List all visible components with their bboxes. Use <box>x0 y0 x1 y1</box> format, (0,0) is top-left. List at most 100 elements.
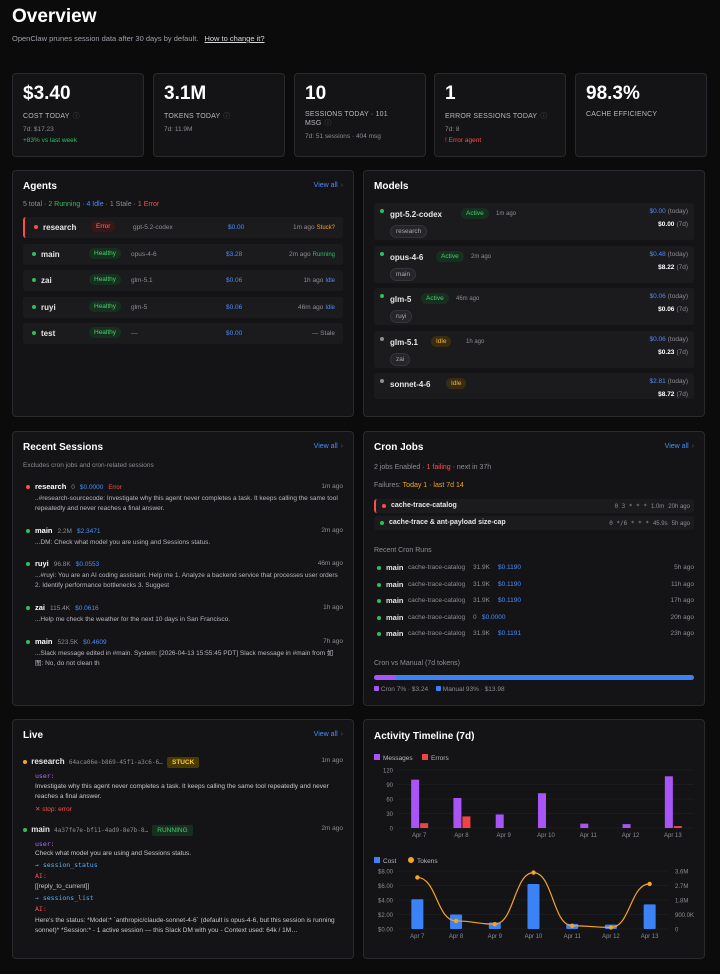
live-agent: main <box>31 825 50 834</box>
model-agent-tag[interactable]: ruyi <box>390 310 413 323</box>
cron-run-row[interactable]: main cache-trace-catalog 31.9K $0.1190 5h ag… <box>374 562 694 576</box>
stat-sessions-today: 10 SESSIONS TODAY · 101 MSG ⓘ 7d: 51 sess… <box>294 73 426 157</box>
info-icon[interactable]: ⓘ <box>223 113 231 120</box>
agent-activity: 1m ago Stuck? <box>293 224 335 231</box>
model-name: sonnet-4-6 <box>390 380 431 389</box>
cron-job-row[interactable]: cache-trace-catalog 0 3 * * * 1.0m 20h ago <box>374 499 694 513</box>
session-tokens: 0 <box>71 484 75 491</box>
status-dot <box>380 294 384 298</box>
status-dot <box>26 562 30 566</box>
session-row[interactable]: zai 115.4K $0.0616 1h ago ...Help me check t… <box>23 603 343 635</box>
info-icon[interactable]: ⓘ <box>540 113 548 120</box>
agent-row[interactable]: ruyi Healthy glm-5 $0.06 46m ago Idle <box>23 296 343 318</box>
bar-cost <box>527 884 540 929</box>
model-cost-today: $0.00 (today) <box>649 208 688 215</box>
cron-run-agent: main <box>386 612 404 622</box>
activity-panel: Activity Timeline (7d) Messages Errors 120… <box>363 719 705 959</box>
point-tokens <box>415 875 420 880</box>
status-dot <box>32 331 36 335</box>
session-row[interactable]: main 2.2M $2.3471 2m ago ...DM: Check what m… <box>23 526 343 558</box>
live-ai-label: AI: <box>35 872 47 880</box>
stat-week: 7d: 51 sessions · 404 msg <box>305 133 381 140</box>
cron-run-cost: $0.1190 <box>498 580 522 588</box>
model-cost-today: $0.06 (today) <box>649 293 688 300</box>
cron-duration: 45.9s <box>652 520 668 527</box>
model-row[interactable]: glm-5.1 Idle 1h ago zai $0.06 (today) $0.23 (7d… <box>374 330 694 368</box>
live-session-id: 64aca06e-b869-45f1-a3c6-6… <box>68 759 163 766</box>
model-row[interactable]: opus-4-6 Active 2m ago main $0.48 (today) $8.2… <box>374 245 694 283</box>
chevron-right-icon: › <box>340 182 343 189</box>
agent-status-badge: Healthy <box>89 247 122 259</box>
session-row[interactable]: ruyi 96.8K $0.0553 46m ago ...#ruyi: You are… <box>23 559 343 591</box>
cron-run-job: cache-trace-catalog <box>408 597 466 604</box>
model-cost-today: $0.06 (today) <box>649 335 688 343</box>
cron-view-all[interactable]: View all › <box>664 443 694 450</box>
live-item[interactable]: research 64aca06e-b869-45f1-a3c6-6… STUC… <box>23 757 343 768</box>
status-dot <box>377 615 381 620</box>
cron-run-row[interactable]: main cache-trace-catalog 31.9K $0.1190 11h a… <box>374 579 694 593</box>
cron-run-tokens: 31.9K <box>473 564 490 571</box>
point-tokens <box>608 925 614 930</box>
info-icon[interactable]: ⓘ <box>324 120 332 127</box>
agent-name: test <box>41 329 56 338</box>
session-cost: $0.0616 <box>75 605 99 612</box>
live-item[interactable]: main 4a37fe7e-bf11-4ad9-8e7b-8… RUNNING … <box>23 825 343 836</box>
agent-row[interactable]: zai Healthy glm-5.1 $0.06 1h ago Idle <box>23 270 343 291</box>
model-row[interactable]: gpt-5.2-codex Active 1m ago research $0.00 (t… <box>374 203 694 240</box>
session-agent: main <box>35 637 53 646</box>
stat-error-agent[interactable]: ! Error agent <box>445 137 482 144</box>
x-tick-label: Apr 13 <box>664 833 682 839</box>
cron-panel: Cron Jobs View all › 2 jobs Enabled · 1 f… <box>363 431 705 706</box>
session-time: 1h ago <box>323 604 343 611</box>
x-tick-label: Apr 10 <box>537 833 555 839</box>
session-tokens: 115.4K <box>50 605 71 612</box>
model-row[interactable]: sonnet-4-6 Idle $2.81 (today) $8.72 (7d) <box>374 373 694 399</box>
agent-row[interactable]: test Healthy — $0.00 — Stale <box>23 323 343 344</box>
x-tick-label: Apr 7 <box>412 833 427 839</box>
agent-time: 2m ago <box>288 250 311 258</box>
model-agent-tag[interactable]: main <box>390 267 417 281</box>
bar-errors <box>420 823 429 828</box>
model-row[interactable]: glm-5 Active 46m ago ruyi $0.06 (today) $0.06(… <box>374 288 694 325</box>
y-tick-label-right: 0 <box>675 928 679 934</box>
cron-job-row[interactable]: cache-trace & ant-payload size-cap 0 */6 … <box>374 516 694 530</box>
stat-label: CACHE EFFICIENCY <box>586 111 658 118</box>
bar-cost <box>411 899 424 929</box>
y-tick-label-left: $2.00 <box>378 913 394 919</box>
sessions-view-all[interactable]: View all › <box>313 443 343 450</box>
agent-row[interactable]: research Error gpt-5.2-codex $0.00 1m ago Stu… <box>23 217 343 238</box>
cron-run-time: 11h ago <box>670 580 694 588</box>
point-tokens <box>492 921 497 927</box>
live-title: Live <box>23 730 44 741</box>
sessions-title: Recent Sessions <box>23 442 104 453</box>
info-icon[interactable]: ⓘ <box>72 113 80 120</box>
stat-value: 98.3% <box>586 83 640 104</box>
model-name: gpt-5.2-codex <box>390 210 443 219</box>
stat-week: 7d: 8 <box>445 126 460 133</box>
session-agent: ruyi <box>35 559 49 568</box>
cron-run-time: 5h ago <box>674 564 694 571</box>
cron-run-agent: main <box>386 563 404 572</box>
session-row[interactable]: research 0 $0.0000 Error 1m ago ..#research-s… <box>23 482 343 514</box>
live-view-all[interactable]: View all › <box>313 731 343 738</box>
cron-run-cost: $0.1191 <box>498 630 522 637</box>
cron-run-row[interactable]: main cache-trace-catalog 31.9K $0.1191 23h a… <box>374 628 694 642</box>
cron-run-tokens: 31.9K <box>473 580 490 588</box>
agent-time: — Stale <box>311 330 335 337</box>
model-cost-today: $2.81 (today) <box>649 378 688 385</box>
stat-value: $3.40 <box>23 83 71 104</box>
y-tick-label-left: $6.00 <box>378 884 394 890</box>
cron-run-row[interactable]: main cache-trace-catalog 0 $0.0000 20h ago <box>374 612 694 626</box>
point-tokens <box>453 918 459 924</box>
retention-help-link[interactable]: How to change it? <box>204 34 265 43</box>
model-agent-tag[interactable]: zai <box>390 352 411 366</box>
agents-view-all[interactable]: View all › <box>313 182 343 189</box>
model-cost-week: $8.22 (7d) <box>658 263 688 271</box>
agent-row[interactable]: main Healthy opus-4-6 $3.28 2m ago Running <box>23 243 343 265</box>
cron-run-time: 23h ago <box>670 630 695 637</box>
session-row[interactable]: main 523.5K $0.4609 7h ago ...Slack message … <box>23 637 343 669</box>
cron-run-row[interactable]: main cache-trace-catalog 31.9K $0.1190 17h a… <box>374 595 694 609</box>
live-tool-call: → sessions_list <box>35 894 94 902</box>
agent-model: — <box>131 330 138 337</box>
model-agent-tag[interactable]: research <box>390 225 428 238</box>
